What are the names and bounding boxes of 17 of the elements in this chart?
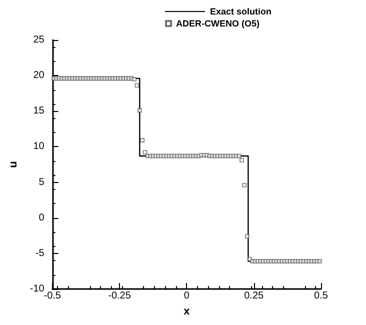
x-axis-title: x: [184, 305, 191, 318]
legend-label: ADER-CWENO (O5): [176, 18, 260, 28]
y-tick-label: 10: [33, 141, 45, 152]
x-tick-label: -0.25: [108, 290, 132, 302]
y-tick-label: 15: [33, 106, 45, 117]
y-tick-label: 0: [38, 212, 45, 224]
y-tick-label: -10: [30, 284, 45, 294]
y-axis-title: u: [8, 161, 20, 168]
y-tick-label: -5: [35, 248, 45, 259]
x-tick-label: 0.25: [244, 290, 264, 302]
legend-label: Exact solution: [210, 6, 272, 16]
x-tick-label: 0.5: [314, 290, 328, 302]
y-tick-label: 5: [38, 176, 45, 188]
y-tick-label: 20: [33, 70, 45, 82]
y-tick-label: 25: [33, 34, 45, 46]
x-tick-label: -0.5: [44, 290, 62, 302]
x-tick-label: 0: [184, 290, 190, 302]
